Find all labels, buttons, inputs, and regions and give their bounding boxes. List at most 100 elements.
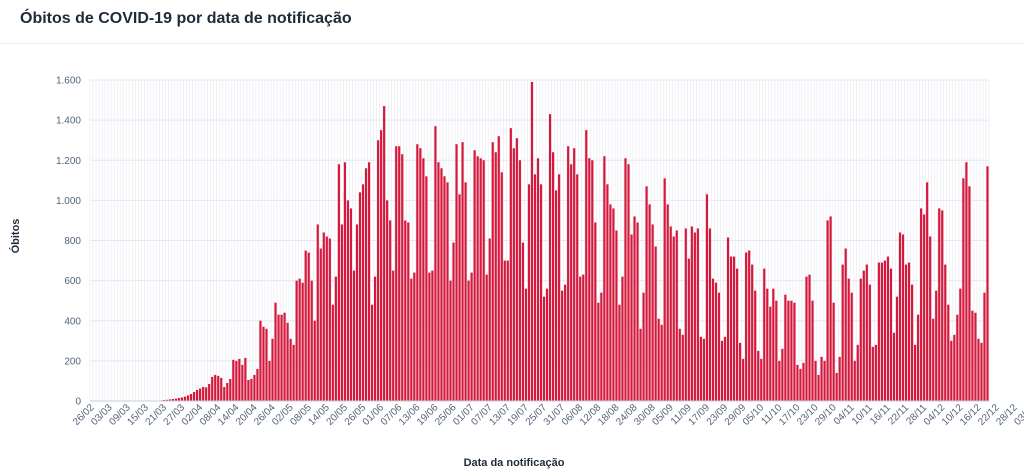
bar[interactable] bbox=[404, 220, 407, 401]
bar[interactable] bbox=[389, 220, 392, 401]
bar[interactable] bbox=[901, 234, 905, 401]
bar[interactable] bbox=[458, 194, 461, 401]
bar[interactable] bbox=[491, 142, 494, 401]
bar[interactable] bbox=[355, 224, 359, 401]
bar[interactable] bbox=[729, 256, 733, 401]
bar[interactable] bbox=[539, 184, 543, 401]
bar[interactable] bbox=[642, 292, 645, 401]
bar[interactable] bbox=[292, 344, 295, 401]
bar[interactable] bbox=[766, 288, 769, 401]
bar[interactable] bbox=[536, 158, 540, 401]
bar[interactable] bbox=[609, 204, 612, 401]
bar[interactable] bbox=[929, 236, 932, 401]
bar[interactable] bbox=[663, 178, 666, 401]
bar[interactable] bbox=[558, 174, 561, 401]
bar[interactable] bbox=[760, 358, 763, 401]
bar[interactable] bbox=[473, 150, 476, 401]
bar[interactable] bbox=[714, 282, 718, 401]
bar[interactable] bbox=[241, 364, 244, 401]
bar[interactable] bbox=[555, 190, 558, 401]
bar[interactable] bbox=[277, 314, 280, 401]
bar[interactable] bbox=[666, 204, 669, 401]
bar[interactable] bbox=[645, 186, 648, 401]
bar[interactable] bbox=[370, 304, 374, 401]
bar[interactable] bbox=[295, 280, 298, 401]
bar[interactable] bbox=[582, 274, 585, 401]
bar[interactable] bbox=[343, 162, 347, 401]
bar[interactable] bbox=[431, 270, 434, 401]
bar[interactable] bbox=[211, 376, 214, 401]
bar[interactable] bbox=[651, 224, 654, 401]
bar[interactable] bbox=[941, 210, 944, 401]
bar[interactable] bbox=[346, 200, 350, 401]
bar[interactable] bbox=[748, 250, 751, 401]
bar[interactable] bbox=[262, 326, 265, 401]
bar[interactable] bbox=[914, 344, 917, 401]
bar[interactable] bbox=[497, 136, 500, 402]
bar[interactable] bbox=[826, 220, 829, 401]
bar[interactable] bbox=[319, 248, 322, 401]
bar[interactable] bbox=[784, 294, 787, 401]
bar[interactable] bbox=[793, 302, 796, 401]
bar[interactable] bbox=[515, 138, 518, 401]
bar[interactable] bbox=[938, 208, 941, 401]
bar[interactable] bbox=[238, 358, 241, 401]
bar[interactable] bbox=[452, 242, 455, 401]
bar[interactable] bbox=[708, 228, 712, 401]
bar[interactable] bbox=[687, 258, 690, 401]
bar[interactable] bbox=[895, 296, 899, 401]
bar[interactable] bbox=[742, 358, 745, 401]
bar[interactable] bbox=[660, 324, 663, 401]
bar[interactable] bbox=[606, 184, 609, 401]
bar[interactable] bbox=[956, 314, 959, 401]
bar[interactable] bbox=[271, 338, 274, 401]
bar[interactable] bbox=[509, 128, 512, 401]
bar[interactable] bbox=[923, 214, 926, 401]
bar[interactable] bbox=[479, 158, 482, 401]
bar[interactable] bbox=[841, 264, 844, 401]
bar[interactable] bbox=[920, 208, 923, 401]
bar[interactable] bbox=[904, 264, 908, 401]
bar[interactable] bbox=[754, 290, 757, 401]
bar[interactable] bbox=[799, 368, 802, 401]
bar[interactable] bbox=[705, 194, 709, 401]
bar[interactable] bbox=[720, 340, 724, 401]
bar[interactable] bbox=[461, 142, 464, 401]
bar[interactable] bbox=[639, 328, 642, 401]
bar[interactable] bbox=[844, 248, 847, 401]
bar[interactable] bbox=[853, 360, 856, 401]
bar[interactable] bbox=[440, 168, 443, 401]
bar[interactable] bbox=[717, 292, 721, 401]
bar[interactable] bbox=[503, 260, 506, 401]
bar[interactable] bbox=[684, 228, 687, 401]
bar[interactable] bbox=[383, 106, 386, 402]
bar[interactable] bbox=[226, 382, 229, 401]
bar[interactable] bbox=[621, 276, 624, 401]
bar[interactable] bbox=[805, 276, 808, 401]
bar[interactable] bbox=[521, 242, 524, 401]
bar[interactable] bbox=[600, 292, 603, 401]
bar[interactable] bbox=[253, 374, 256, 401]
bar[interactable] bbox=[648, 204, 651, 401]
bar[interactable] bbox=[862, 270, 865, 401]
bar[interactable] bbox=[675, 230, 678, 401]
bar[interactable] bbox=[367, 162, 371, 401]
bar[interactable] bbox=[373, 276, 377, 401]
bar[interactable] bbox=[926, 182, 929, 401]
bar[interactable] bbox=[205, 387, 208, 401]
bar[interactable] bbox=[585, 130, 588, 401]
bar[interactable] bbox=[859, 278, 862, 401]
bar[interactable] bbox=[772, 288, 775, 401]
bar[interactable] bbox=[654, 246, 657, 401]
bar[interactable] bbox=[883, 260, 887, 401]
bar[interactable] bbox=[711, 278, 715, 401]
bar[interactable] bbox=[681, 334, 684, 401]
bar[interactable] bbox=[419, 148, 422, 401]
bar[interactable] bbox=[657, 318, 660, 401]
bar[interactable] bbox=[796, 364, 799, 401]
bar[interactable] bbox=[889, 268, 893, 401]
bar[interactable] bbox=[265, 328, 268, 401]
bar[interactable] bbox=[398, 146, 401, 401]
bar[interactable] bbox=[247, 379, 250, 401]
bar[interactable] bbox=[944, 264, 947, 401]
